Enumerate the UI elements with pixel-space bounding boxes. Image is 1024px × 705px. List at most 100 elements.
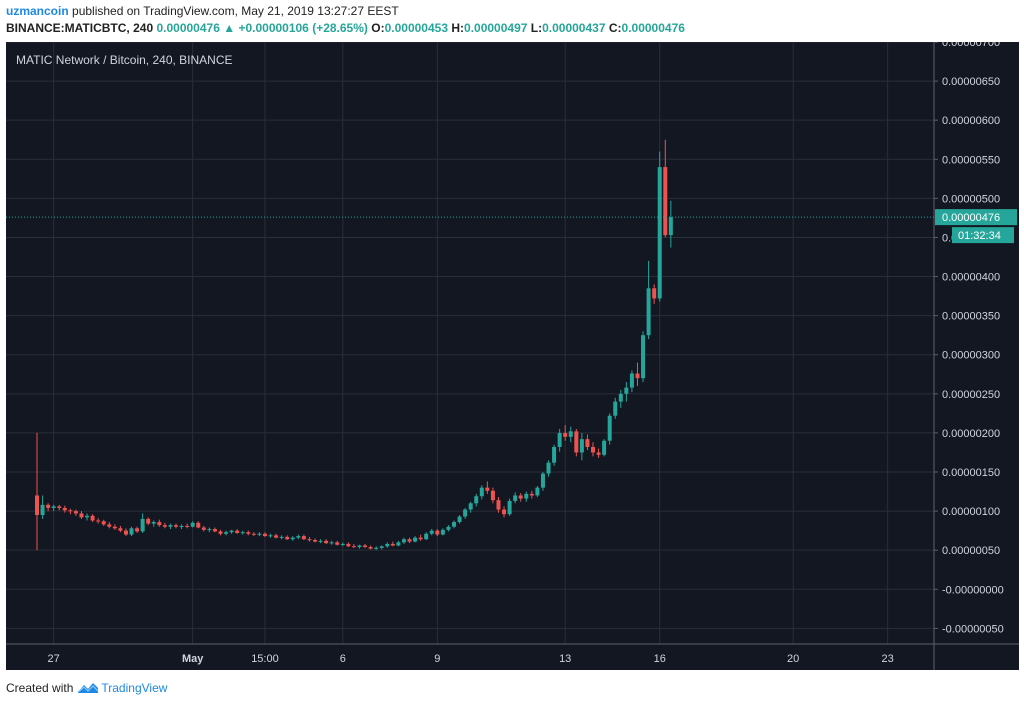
y-tick-label: -0.00000050 [942, 623, 1004, 635]
candle-body [218, 531, 223, 534]
candle-body [101, 521, 106, 525]
candle-body [413, 537, 418, 542]
candle-body [262, 533, 267, 537]
y-tick-label: 0.00000200 [942, 428, 1000, 440]
candle-body [363, 545, 368, 548]
candle-body [496, 500, 501, 510]
x-tick-label: 23 [882, 653, 894, 665]
y-tick-label: 0.00000150 [942, 467, 1000, 479]
candle-body [529, 493, 534, 496]
candle-body [502, 509, 507, 515]
candle-body [518, 495, 523, 499]
candle-body [396, 542, 401, 546]
candle-body [107, 524, 112, 527]
low-label: L: [530, 21, 543, 35]
y-tick-label: 0.00000050 [942, 545, 1000, 557]
candle-body [46, 504, 51, 508]
x-tick-label: 13 [559, 653, 571, 665]
candle-body [574, 431, 579, 453]
candle-body [296, 536, 301, 538]
tradingview-logo-icon [77, 683, 99, 693]
candle-body [251, 533, 256, 535]
candlestick-chart[interactable]: 0.00000700 0.00000650 0.00000600 0.00000550… [6, 42, 1019, 670]
y-tick-label: 0.00000250 [942, 389, 1000, 401]
candle-body [123, 530, 128, 535]
close-value: 0.00000476 [621, 21, 685, 35]
candle-body [351, 546, 356, 548]
candle-body [668, 217, 673, 236]
chart-panel[interactable]: 0.00000700 0.00000650 0.00000600 0.00000550… [6, 42, 1019, 670]
author-link[interactable]: uzmancoin [6, 4, 69, 18]
candle-body [174, 525, 178, 527]
published-text: published on TradingView.com, May 21, 20… [72, 4, 399, 18]
last-price-label: 0.00000476 [942, 212, 1000, 224]
candle-body [357, 545, 362, 548]
candle-body [179, 525, 184, 527]
y-tick-label: 0.00000600 [942, 115, 1000, 127]
candle-body [641, 335, 646, 379]
candle-body [268, 535, 273, 537]
price-change: +0.00000106 (+28.65%) [238, 21, 368, 35]
last-price-tag [935, 209, 1017, 226]
candle-body [318, 540, 323, 542]
candle-body [629, 373, 634, 388]
candle-body [563, 432, 568, 437]
candle-body [301, 536, 306, 540]
y-tick-label: 0.00000100 [942, 506, 1000, 518]
candle-body [51, 506, 56, 508]
chart-title: MATIC Network / Bitcoin, 240, BINANCE [16, 53, 233, 67]
candle-body [407, 539, 412, 542]
x-tick-label: 15:00 [251, 653, 279, 665]
candle-body [663, 167, 668, 236]
x-tick-label: 9 [434, 653, 440, 665]
candle-body [591, 446, 595, 453]
candle-body [229, 530, 234, 533]
candle-body [212, 529, 217, 532]
open-value: 0.00000453 [384, 21, 448, 35]
candle-body [457, 516, 462, 523]
candle-body [418, 537, 423, 540]
candle-body [540, 473, 545, 488]
candle-body [585, 439, 590, 447]
candle-body [557, 432, 562, 447]
candle-body [157, 522, 162, 526]
y-tick-label: 0.00000500 [942, 193, 1000, 205]
high-value: 0.00000497 [464, 21, 528, 35]
candle-body [96, 520, 101, 522]
candle-body [85, 515, 90, 518]
candle-body [401, 539, 406, 543]
x-tick-label: 6 [340, 653, 346, 665]
candle-body [624, 387, 629, 394]
candle-body [62, 507, 67, 511]
candle-body [68, 510, 73, 512]
high-label: H: [451, 21, 465, 35]
x-tick-label: May [182, 653, 204, 665]
candle-body [429, 530, 434, 534]
candle-body [329, 542, 334, 544]
candle-body [35, 495, 39, 515]
candle-body [290, 537, 295, 540]
candle-body [207, 529, 212, 531]
candle-body [190, 522, 195, 527]
candle-body [646, 288, 651, 336]
symbol-header: BINANCE:MATICBTC, 240 0.00000476 ▲ +0.00… [6, 21, 685, 35]
candle-body [313, 540, 317, 542]
candle-body [40, 504, 45, 515]
candle-body [635, 373, 640, 379]
candle-body [613, 401, 618, 416]
candle-body [440, 529, 445, 535]
candle-body [79, 513, 84, 518]
open-label: O: [371, 21, 385, 35]
candle-body [201, 527, 206, 530]
candle-body [140, 518, 145, 532]
candle-body [168, 525, 173, 527]
y-tick-label: 0.00000400 [942, 272, 1000, 284]
candle-body [235, 530, 240, 533]
candle-body [535, 487, 540, 496]
candle-body [146, 518, 151, 524]
candle-body [524, 493, 529, 499]
candle-body [463, 509, 468, 517]
candle-body [374, 547, 379, 549]
candle-body [490, 490, 495, 501]
tradingview-brand-link[interactable]: TradingView [101, 681, 168, 695]
